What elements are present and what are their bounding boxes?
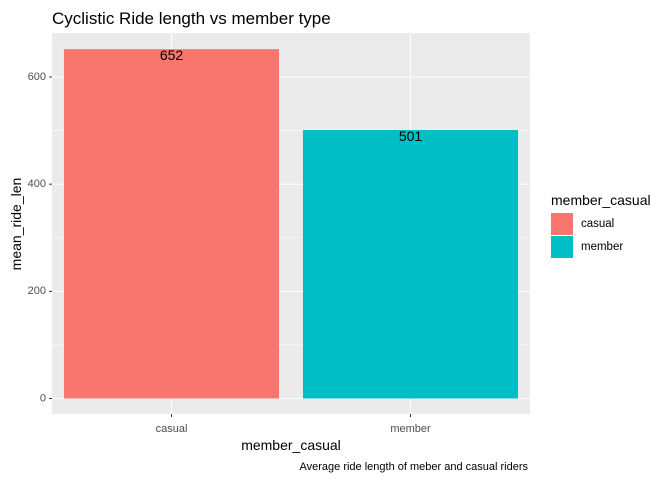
bar-casual [63,49,280,399]
legend-label-member: member [581,241,623,253]
bar-member [302,130,519,399]
x-axis-title: member_casual [241,437,341,453]
legend-key-member [551,236,573,258]
y-tick-label: 600 [28,71,46,83]
x-tick-label: casual [156,423,188,435]
legend: member_casual casual member [551,192,651,258]
data-label-casual: 652 [160,47,184,63]
chart-title: Cyclistic Ride length vs member type [52,9,331,28]
data-label-member: 501 [399,128,423,144]
x-axis: casual member [156,414,431,435]
chart-caption: Average ride length of meber and casual … [300,461,529,473]
legend-label-casual: casual [581,218,614,230]
y-axis-title: mean_ride_len [8,178,24,271]
x-tick-label: member [390,423,431,435]
bars [63,49,519,399]
y-tick-label: 0 [40,392,46,404]
y-axis: 0 200 400 600 [28,71,52,404]
legend-title: member_casual [551,192,651,208]
y-tick-label: 400 [28,178,46,190]
data-labels: 652 501 [160,47,423,144]
legend-key-casual [551,213,573,235]
y-tick-label: 200 [28,285,46,297]
